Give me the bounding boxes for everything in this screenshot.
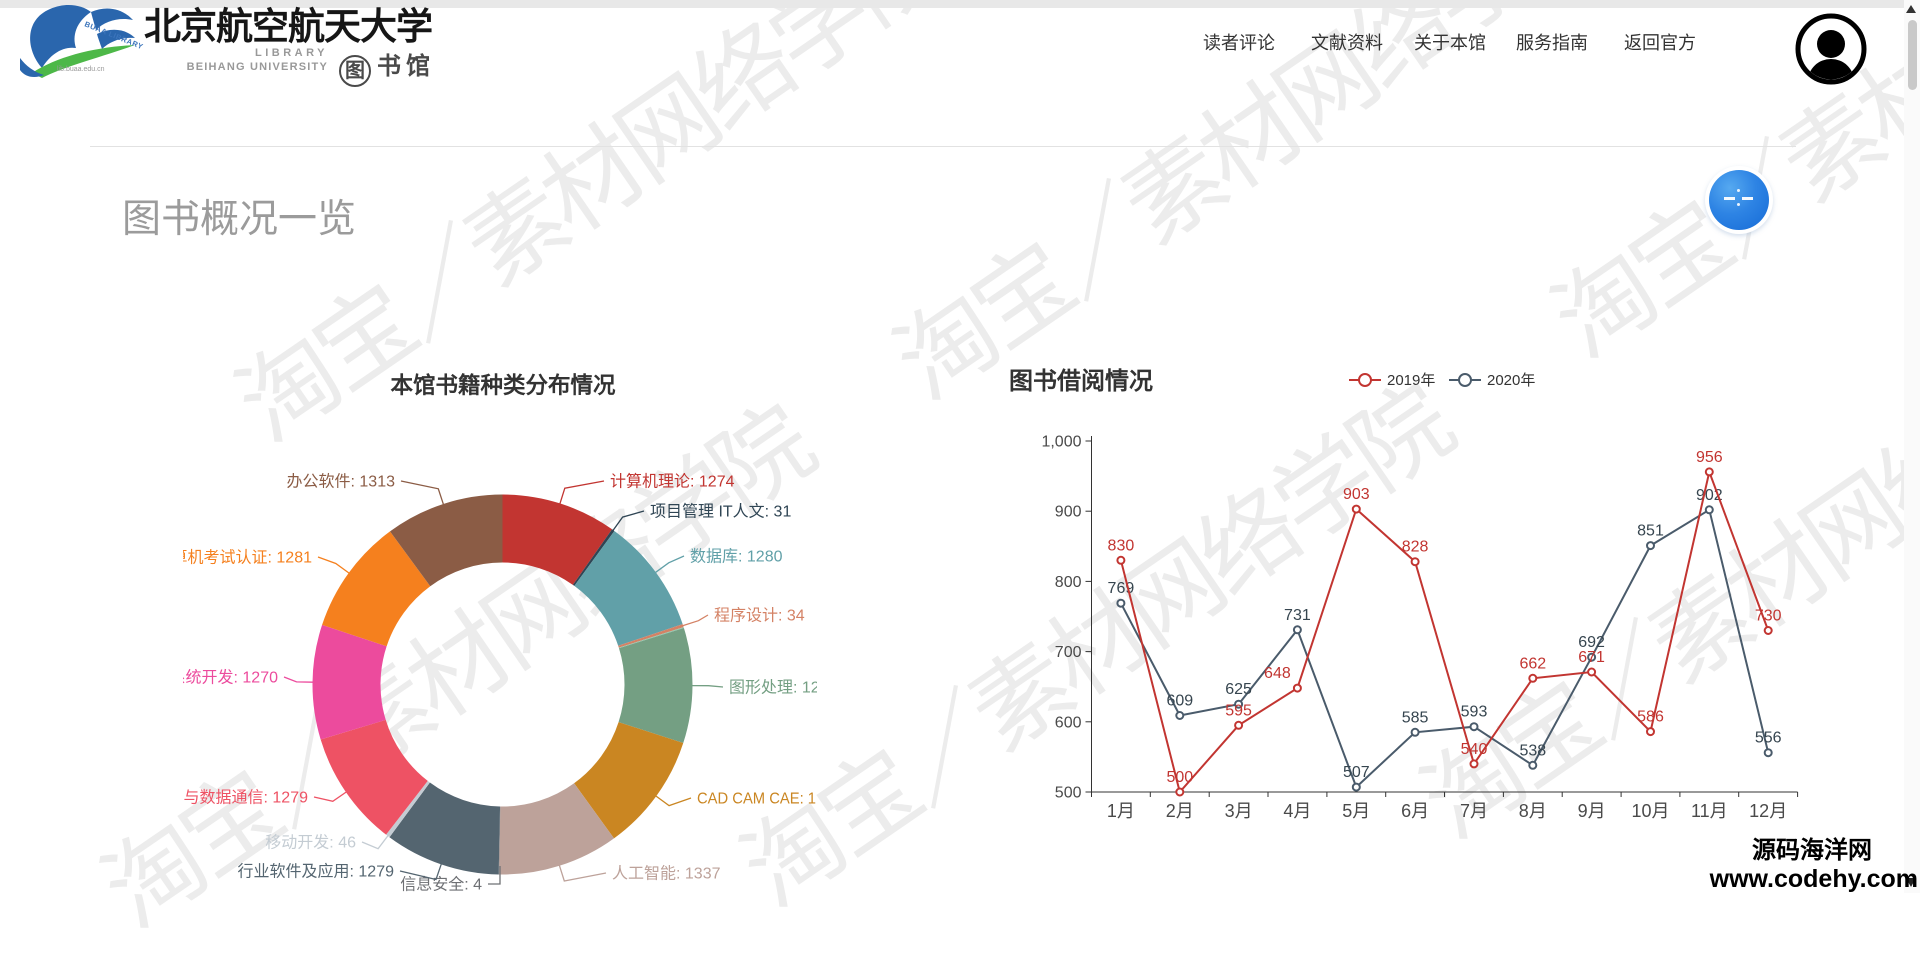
- svg-text:行业软件及应用: 1279: 行业软件及应用: 1279: [238, 862, 395, 881]
- svg-text:计算机理论: 1274: 计算机理论: 1274: [610, 472, 735, 491]
- svg-text:信息安全: 4: 信息安全: 4: [400, 876, 482, 894]
- svg-text:7月: 7月: [1460, 801, 1488, 821]
- svg-text:11月: 11月: [1691, 801, 1728, 821]
- svg-text:9月: 9月: [1578, 801, 1606, 821]
- svg-text:671: 671: [1578, 649, 1605, 666]
- svg-text:12月: 12月: [1749, 801, 1787, 821]
- svg-text:计算机考试认证: 1281: 计算机考试认证: 1281: [183, 548, 312, 567]
- svg-text:操作系统开发: 1270: 操作系统开发: 1270: [183, 669, 278, 687]
- svg-text:图书借阅情况: 图书借阅情况: [1009, 368, 1153, 395]
- svg-text:本馆书籍种类分布情况: 本馆书籍种类分布情况: [390, 372, 616, 398]
- svg-text:593: 593: [1461, 704, 1488, 721]
- svg-text:538: 538: [1519, 742, 1546, 759]
- svg-text:625: 625: [1225, 681, 1252, 698]
- svg-text:3月: 3月: [1225, 801, 1253, 821]
- svg-text:507: 507: [1343, 764, 1370, 781]
- svg-text:移动开发: 46: 移动开发: 46: [265, 834, 356, 852]
- svg-text:800: 800: [1055, 574, 1082, 591]
- svg-text:程序设计: 34: 程序设计: 34: [714, 607, 805, 625]
- svg-text:956: 956: [1696, 449, 1723, 466]
- svg-text:2019年: 2019年: [1387, 372, 1435, 389]
- svg-text:900: 900: [1055, 504, 1082, 521]
- svg-text:851: 851: [1637, 523, 1664, 540]
- svg-text:2020年: 2020年: [1487, 372, 1535, 389]
- svg-text:网络与数据通信: 1279: 网络与数据通信: 1279: [183, 788, 308, 807]
- svg-text:556: 556: [1755, 730, 1782, 747]
- svg-text:595: 595: [1225, 702, 1252, 719]
- svg-text:585: 585: [1402, 709, 1429, 726]
- svg-text:项目管理 IT人文: 31: 项目管理 IT人文: 31: [650, 503, 791, 521]
- svg-text:662: 662: [1519, 655, 1546, 672]
- svg-text:1,000: 1,000: [1041, 434, 1081, 451]
- svg-text:4月: 4月: [1283, 801, 1311, 821]
- svg-text:731: 731: [1284, 607, 1311, 624]
- svg-text:500: 500: [1166, 769, 1193, 786]
- svg-text:10月: 10月: [1631, 801, 1669, 821]
- svg-text:图形处理: 1275: 图形处理: 1275: [729, 679, 817, 697]
- svg-text:600: 600: [1055, 714, 1082, 731]
- svg-text:692: 692: [1578, 634, 1605, 651]
- svg-text:2月: 2月: [1166, 801, 1194, 821]
- svg-text:数据库: 1280: 数据库: 1280: [690, 548, 783, 566]
- svg-text:828: 828: [1402, 539, 1429, 556]
- svg-text:500: 500: [1055, 785, 1082, 802]
- svg-text:BUAA LIBRARY: BUAA LIBRARY: [83, 20, 144, 52]
- svg-text:6月: 6月: [1401, 801, 1429, 821]
- svg-text:648: 648: [1264, 665, 1291, 682]
- svg-text:830: 830: [1108, 537, 1135, 554]
- svg-text:700: 700: [1055, 644, 1082, 661]
- svg-text:586: 586: [1637, 709, 1664, 726]
- svg-text:903: 903: [1343, 486, 1370, 503]
- svg-text:办公软件: 1313: 办公软件: 1313: [287, 473, 396, 491]
- svg-text:730: 730: [1755, 608, 1782, 625]
- svg-text:人工智能: 1337: 人工智能: 1337: [612, 865, 721, 883]
- svg-text:lib.buaa.edu.cn: lib.buaa.edu.cn: [57, 66, 105, 73]
- svg-text:609: 609: [1166, 693, 1193, 710]
- svg-text:540: 540: [1461, 741, 1488, 758]
- svg-text:CAD CAM CAE: 1: CAD CAM CAE: 1: [697, 791, 816, 808]
- svg-text:8月: 8月: [1519, 801, 1547, 821]
- svg-text:5月: 5月: [1342, 801, 1370, 821]
- svg-text:1月: 1月: [1107, 801, 1135, 821]
